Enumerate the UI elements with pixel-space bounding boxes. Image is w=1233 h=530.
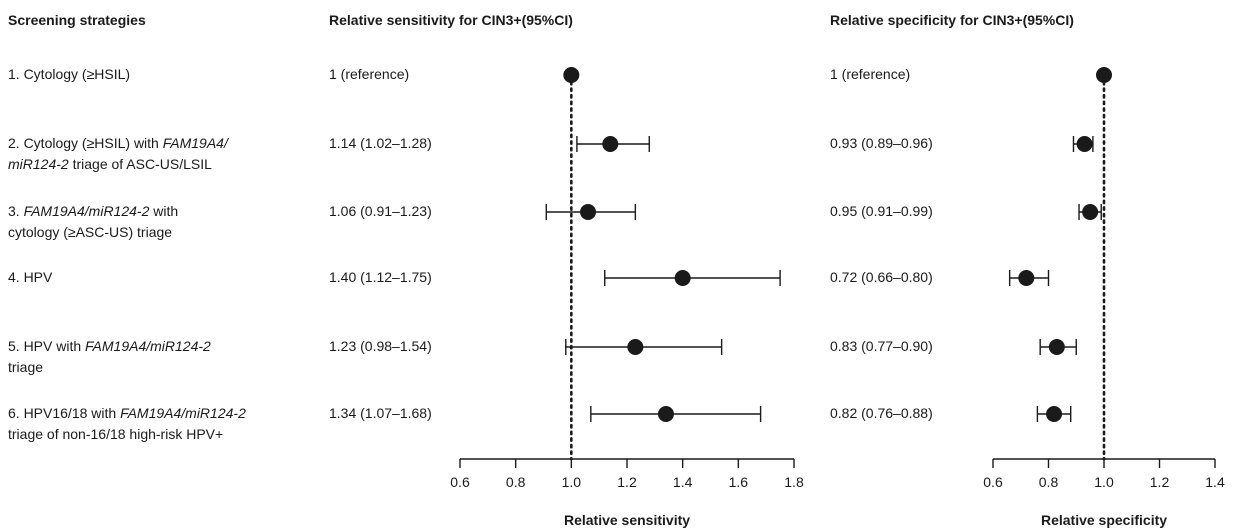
- specificity-ci-text: 0.95 (0.91–0.99): [830, 203, 933, 219]
- sensitivity-point: [627, 339, 644, 355]
- specificity-point: [1018, 270, 1035, 286]
- header-strategies: Screening strategies: [8, 12, 146, 28]
- sensitivity-ci-text: 1.23 (0.98–1.54): [329, 338, 432, 354]
- sensitivity-ci-text: 1 (reference): [329, 66, 410, 82]
- specificity-tick-label: 0.8: [1039, 474, 1059, 490]
- specificity-ci-text: 0.83 (0.77–0.90): [830, 338, 933, 354]
- strategy-label-part: triage: [8, 359, 44, 375]
- specificity-tick-label: 1.2: [1150, 474, 1170, 490]
- sensitivity-tick-label: 1.2: [617, 474, 637, 490]
- specificity-ci-text: 1 (reference): [830, 66, 911, 82]
- sensitivity-point: [602, 136, 619, 152]
- strategy-label-part: 5. HPV with: [8, 338, 86, 354]
- strategy-label: 6. HPV16/18 with FAM19A4/miR124-2: [8, 404, 246, 423]
- strategy-label-part: FAM19A4/: [162, 135, 228, 151]
- strategy-label-part: 6. HPV16/18 with: [8, 405, 121, 421]
- strategy-label: 2. Cytology (≥HSIL) with FAM19A4/: [8, 134, 228, 153]
- strategy-label-part: triage of non-16/18 high-risk HPV+: [8, 426, 224, 442]
- specificity-ci-text: 0.72 (0.66–0.80): [830, 269, 933, 285]
- sensitivity-tick-label: 1.0: [562, 474, 582, 490]
- strategy-label-part: with: [149, 203, 179, 219]
- strategy-label-part: FAM19A4/miR124-2: [23, 203, 150, 219]
- specificity-point: [1082, 204, 1099, 220]
- strategy-label-part: 1. Cytology (≥HSIL): [8, 66, 131, 82]
- strategy-label: 3. FAM19A4/miR124-2 with: [8, 202, 178, 221]
- strategy-label: miR124-2 triage of ASC-US/LSIL: [8, 155, 212, 174]
- strategy-label-part: triage of ASC-US/LSIL: [68, 156, 212, 172]
- specificity-ci-text: 0.82 (0.76–0.88): [830, 405, 933, 421]
- specificity-tick-label: 1.0: [1094, 474, 1114, 490]
- sensitivity-tick-label: 1.4: [673, 474, 693, 490]
- sensitivity-ci-text: 1.34 (1.07–1.68): [329, 405, 432, 421]
- strategy-label: 1. Cytology (≥HSIL): [8, 65, 130, 84]
- specificity-axis-title: Relative specificity: [1041, 512, 1167, 528]
- sensitivity-tick-label: 1.8: [784, 474, 804, 490]
- sensitivity-ci-text: 1.06 (0.91–1.23): [329, 203, 432, 219]
- specificity-point: [1046, 406, 1063, 422]
- strategy-label: cytology (≥ASC-US) triage: [8, 223, 172, 242]
- strategy-label: 4. HPV: [8, 268, 52, 287]
- strategy-label-part: 4. HPV: [8, 269, 53, 285]
- sensitivity-point: [674, 270, 691, 286]
- specificity-point: [1048, 339, 1065, 355]
- strategy-label: triage: [8, 358, 43, 377]
- sensitivity-tick-label: 0.6: [450, 474, 470, 490]
- sensitivity-point: [580, 204, 597, 220]
- strategy-label-part: miR124-2: [8, 156, 69, 172]
- sensitivity-point: [657, 406, 674, 422]
- strategy-label-part: FAM19A4/miR124-2: [120, 405, 246, 421]
- specificity-point: [1096, 67, 1112, 83]
- strategy-label-part: cytology (≥ASC-US) triage: [8, 224, 173, 240]
- strategy-label: 5. HPV with FAM19A4/miR124-2: [8, 337, 211, 356]
- header-sensitivity: Relative sensitivity for CIN3+(95%CI): [329, 12, 573, 28]
- strategy-label-part: 2. Cytology (≥HSIL) with: [8, 135, 163, 151]
- sensitivity-tick-label: 0.8: [506, 474, 526, 490]
- sensitivity-ci-text: 1.40 (1.12–1.75): [329, 269, 432, 285]
- strategy-label: triage of non-16/18 high-risk HPV+: [8, 425, 223, 444]
- sensitivity-axis-title: Relative sensitivity: [564, 512, 690, 528]
- specificity-tick-label: 0.6: [983, 474, 1003, 490]
- strategy-label-part: FAM19A4/miR124-2: [85, 338, 211, 354]
- strategy-label-part: 3.: [8, 203, 24, 219]
- sensitivity-tick-label: 1.6: [729, 474, 749, 490]
- specificity-tick-label: 1.4: [1205, 474, 1225, 490]
- sensitivity-point: [563, 67, 580, 83]
- specificity-point: [1076, 136, 1093, 152]
- sensitivity-ci-text: 1.14 (1.02–1.28): [329, 135, 432, 151]
- header-specificity: Relative specificity for CIN3+(95%CI): [830, 12, 1074, 28]
- specificity-ci-text: 0.93 (0.89–0.96): [830, 135, 933, 151]
